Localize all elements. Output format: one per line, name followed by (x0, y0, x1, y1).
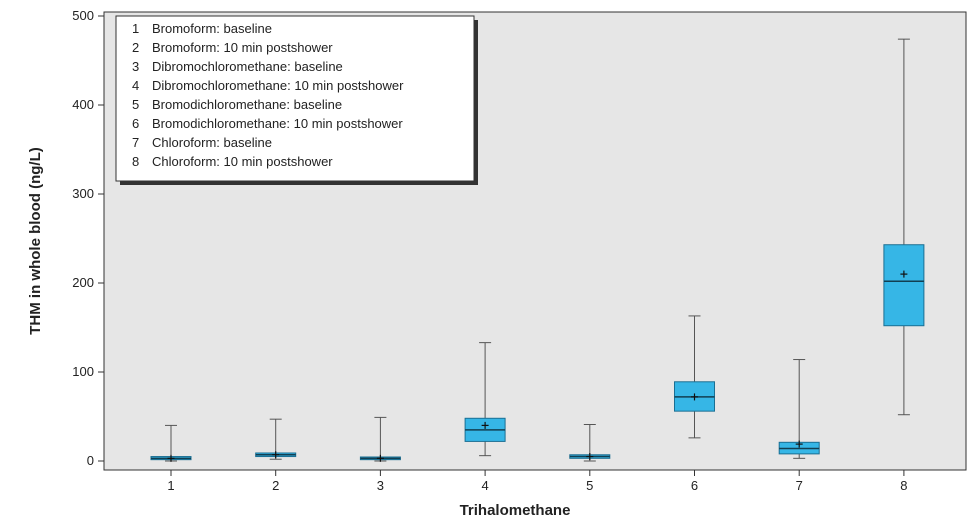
box-group-4 (464, 342, 506, 457)
x-tick-label: 1 (167, 478, 174, 493)
x-tick-label: 6 (691, 478, 698, 493)
legend-item-number: 1 (132, 21, 139, 36)
legend-item-label: Bromoform: 10 min postshower (152, 40, 333, 55)
y-axis-title: THM in whole blood (ng/L) (27, 147, 44, 334)
y-axis-ticks: 0 100 200 300 400 500 (72, 8, 104, 468)
y-tick-label: 100 (72, 364, 94, 379)
box-group-1 (150, 424, 192, 462)
x-tick-label: 7 (796, 478, 803, 493)
y-tick-label: 200 (72, 275, 94, 290)
legend-item-number: 3 (132, 59, 139, 74)
legend-items: 1 Bromoform: baseline 2 Bromoform: 10 min p… (132, 21, 404, 169)
legend-item-label: Dibromochloromethane: baseline (152, 59, 343, 74)
y-tick-label: 500 (72, 8, 94, 23)
box-group-8 (883, 38, 925, 416)
legend-item-number: 4 (132, 78, 139, 93)
x-tick-label: 3 (377, 478, 384, 493)
legend-item-label: Bromoform: baseline (152, 21, 272, 36)
legend-item-number: 5 (132, 97, 139, 112)
x-tick-label: 8 (900, 478, 907, 493)
legend-item-number: 6 (132, 116, 139, 131)
legend-item-number: 7 (132, 135, 139, 150)
legend-item-label: Dibromochloromethane: 10 min postshower (152, 78, 404, 93)
legend-box (115, 15, 475, 182)
box-group-6 (674, 315, 715, 439)
legend: 1 Bromoform: baseline 2 Bromoform: 10 min p… (115, 15, 478, 185)
x-tick-label: 5 (586, 478, 593, 493)
y-tick-label: 400 (72, 97, 94, 112)
box-group-2 (255, 418, 297, 460)
x-tick-label: 2 (272, 478, 279, 493)
iqr-box (883, 244, 925, 327)
box-group-7 (778, 359, 820, 459)
legend-item-label: Chloroform: 10 min postshower (152, 154, 333, 169)
x-axis-ticks: 1 2 3 4 5 6 7 8 (167, 470, 908, 493)
x-tick-label: 4 (481, 478, 488, 493)
x-axis-title: Trihalomethane (460, 502, 571, 519)
boxes-layer (150, 38, 925, 462)
legend-item-number: 8 (132, 154, 139, 169)
legend-item-number: 2 (132, 40, 139, 55)
legend-item-label: Chloroform: baseline (152, 135, 272, 150)
y-tick-label: 300 (72, 186, 94, 201)
legend-item-label: Bromodichloromethane: 10 min postshower (152, 116, 403, 131)
box-group-5 (569, 424, 611, 462)
y-tick-label: 0 (87, 453, 94, 468)
legend-item-label: Bromodichloromethane: baseline (152, 97, 342, 112)
box-group-3 (359, 416, 401, 462)
